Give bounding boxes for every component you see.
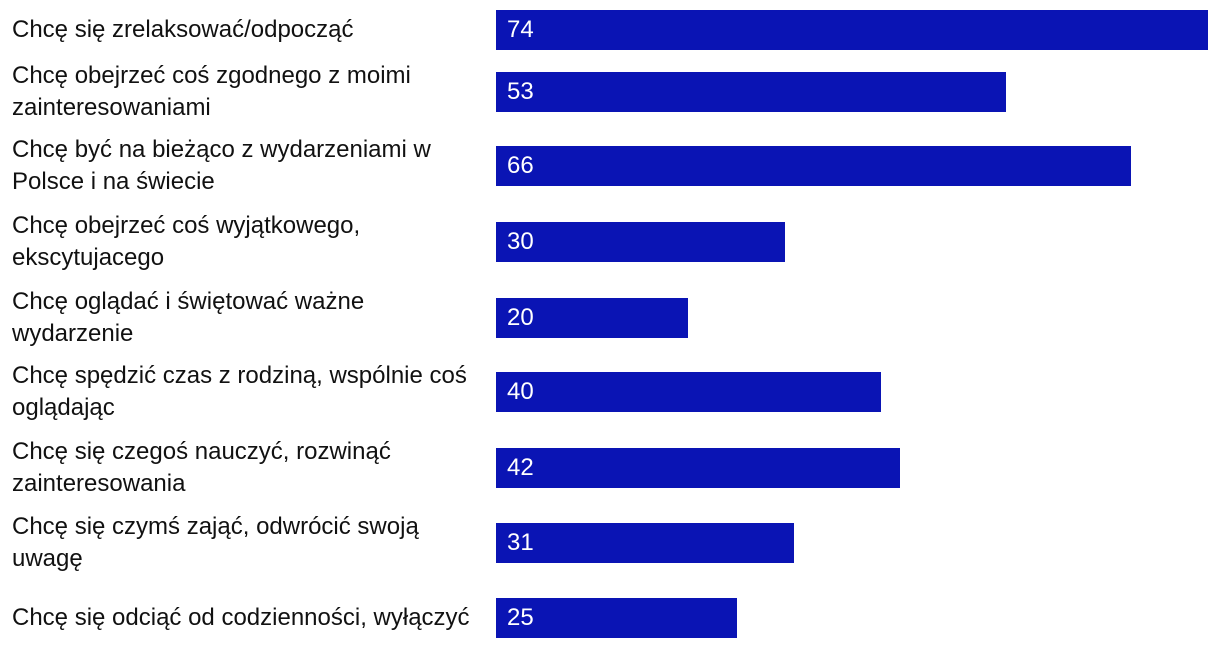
value-label: 30 — [507, 228, 534, 255]
bar — [496, 72, 1006, 112]
category-label: Chcę obejrzeć coś zgodnego z moimi zaint… — [12, 62, 411, 121]
bar — [496, 10, 1208, 50]
value-label: 42 — [507, 454, 534, 481]
category-label: Chcę się odciąć od codzienności, wyłączy… — [12, 604, 470, 631]
value-label: 20 — [507, 304, 534, 331]
bar — [496, 222, 785, 262]
value-label: 53 — [507, 78, 534, 105]
value-label: 31 — [507, 529, 534, 556]
category-label: Chcę być na bieżąco z wydarzeniami w Pol… — [12, 136, 431, 195]
bar — [496, 448, 901, 488]
bar — [496, 298, 689, 338]
category-label: Chcę oglądać i świętować ważne wydarzeni… — [12, 288, 365, 347]
category-label: Chcę spędzić czas z rodziną, wspólnie co… — [12, 362, 467, 421]
value-label: 66 — [507, 152, 534, 179]
bar — [496, 598, 737, 638]
value-label: 40 — [507, 378, 534, 405]
value-label: 74 — [507, 16, 534, 43]
category-label: Chcę się czegoś nauczyć, rozwinąć zainte… — [12, 438, 391, 497]
category-label: Chcę obejrzeć coś wyjątkowego, ekscytuja… — [12, 212, 361, 271]
category-label: Chcę się czymś zająć, odwrócić swoją uwa… — [12, 513, 419, 572]
category-label: Chcę się zrelaksować/odpocząć — [12, 16, 354, 43]
bar — [496, 523, 795, 563]
bar — [496, 372, 881, 412]
bar — [496, 146, 1132, 186]
value-label: 25 — [507, 604, 534, 631]
